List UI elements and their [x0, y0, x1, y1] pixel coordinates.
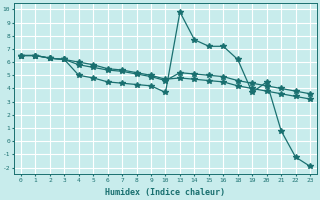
- X-axis label: Humidex (Indice chaleur): Humidex (Indice chaleur): [106, 188, 226, 197]
